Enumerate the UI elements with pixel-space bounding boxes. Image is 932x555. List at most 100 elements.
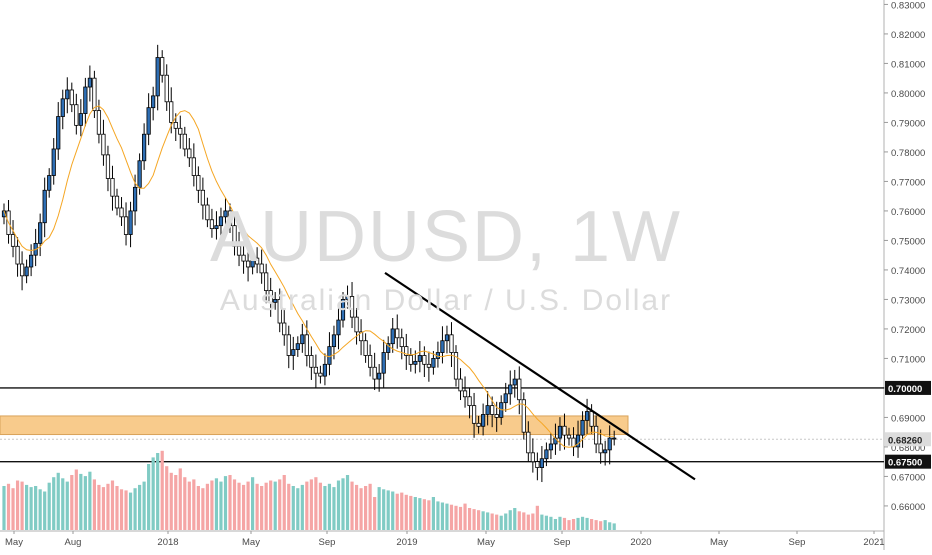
candle-body <box>318 372 323 377</box>
volume-bar <box>345 475 350 530</box>
price-label-box <box>885 454 931 469</box>
x-tick-label: May <box>5 537 23 548</box>
volume-bar <box>458 506 463 530</box>
volume-bar <box>531 513 535 530</box>
volume-bar <box>364 486 368 530</box>
volume-bar <box>562 517 567 530</box>
candle-body <box>372 366 377 380</box>
y-tick-label: 0.78000 <box>891 148 925 159</box>
candle-body <box>273 299 278 303</box>
volume-bar <box>445 503 449 530</box>
volume-bar <box>580 516 585 530</box>
candle-body <box>24 266 29 277</box>
candle-body <box>313 366 318 374</box>
y-tick-label: 0.83000 <box>891 0 925 11</box>
volume-bar <box>590 519 594 530</box>
candle-body <box>458 378 463 392</box>
candle-body <box>512 378 517 386</box>
volume-bar <box>47 482 51 530</box>
volume-bar <box>43 491 47 530</box>
candle-body <box>331 334 337 348</box>
volume-bar <box>251 477 255 530</box>
candle-body <box>277 299 282 324</box>
volume-bar <box>341 478 345 530</box>
volume-bar <box>409 495 413 530</box>
candle-body <box>137 160 142 188</box>
volume-bar <box>255 483 259 530</box>
y-tick-label: 0.75000 <box>891 236 925 247</box>
price-label-text: 0.68260 <box>888 435 922 446</box>
candle-body <box>440 340 445 353</box>
volume-bar <box>133 488 137 530</box>
volume-bar <box>38 489 42 530</box>
volume-bar <box>52 477 56 530</box>
volume-bar <box>373 497 377 530</box>
volume-bar <box>608 522 612 530</box>
candle-body <box>300 334 305 345</box>
volume-bar <box>214 478 219 530</box>
volume-bar <box>92 479 96 530</box>
volume-bar <box>237 482 241 530</box>
volume-bar <box>196 486 200 530</box>
y-tick-label: 0.81000 <box>891 59 925 70</box>
candle-body <box>250 257 255 268</box>
candle-body <box>322 363 328 377</box>
candle-body <box>603 449 608 454</box>
volume-bar <box>156 453 160 530</box>
candle-body <box>481 414 486 427</box>
candle-body <box>151 95 156 109</box>
x-tick-label: 2021 <box>863 537 884 548</box>
candle-body <box>160 57 165 76</box>
candle-body <box>65 89 70 100</box>
candle-body <box>336 319 341 336</box>
candle-body <box>164 74 169 103</box>
candle-body <box>539 458 544 468</box>
volume-bar <box>187 481 191 530</box>
volume-bar <box>223 476 228 530</box>
candle-body <box>345 296 350 300</box>
x-tick-label: May <box>242 537 260 548</box>
volume-bar <box>431 497 435 530</box>
volume-bar <box>323 486 327 530</box>
candle-body <box>327 346 332 365</box>
x-tick-label: Sep <box>789 537 806 548</box>
candle-body <box>589 411 594 427</box>
candle-body <box>340 299 346 321</box>
candle-body <box>182 133 187 150</box>
candle-body <box>42 189 47 224</box>
volume-bar <box>15 480 20 530</box>
volume-bar <box>359 488 363 530</box>
y-tick-label: 0.67000 <box>891 472 925 483</box>
x-tick-label: Sep <box>319 537 336 548</box>
volume-bar <box>83 476 87 530</box>
candle-body <box>232 225 237 247</box>
volume-bar <box>585 517 589 530</box>
candle-body <box>92 77 97 112</box>
volume-bar <box>336 480 341 530</box>
volume-bar <box>553 519 558 530</box>
candle-body <box>214 225 219 230</box>
volume-bar <box>422 499 426 530</box>
volume-bar <box>413 497 417 530</box>
price-label-text: 0.70000 <box>888 384 922 395</box>
candle-body <box>584 411 590 421</box>
volume-bar <box>205 483 209 530</box>
candle-body <box>60 98 65 117</box>
candle-body <box>123 216 129 235</box>
candle-body <box>530 452 535 463</box>
candle-body <box>431 358 436 368</box>
candle-body <box>508 384 513 395</box>
candle-body <box>286 334 291 356</box>
volume-bar <box>260 486 264 530</box>
y-tick-label: 0.69000 <box>891 413 925 424</box>
candle-body <box>358 331 364 342</box>
x-axis-ticks: May Aug 2018 May Sep 2019 May Sep 2020 May Sep 2021 <box>5 531 885 548</box>
y-tick-label: 0.82000 <box>891 30 925 41</box>
x-tick-label: Sep <box>554 537 571 548</box>
volume-bar <box>178 468 182 530</box>
candle-body <box>173 122 178 129</box>
candle-body <box>363 340 368 356</box>
candle-body <box>114 195 120 209</box>
candle-body <box>417 355 422 362</box>
candle-body <box>598 443 603 454</box>
